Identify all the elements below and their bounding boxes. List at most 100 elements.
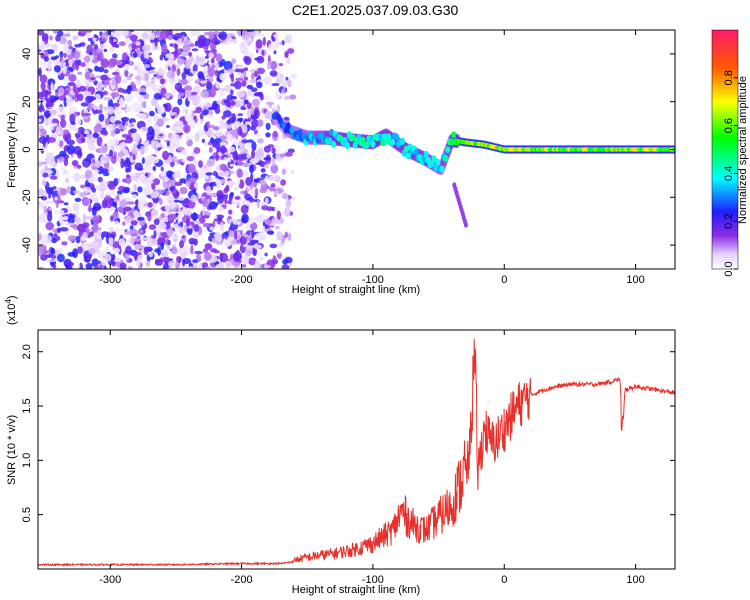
noise-blob: [158, 133, 163, 137]
snr-x-ticks: -300 -200 -100 0 100: [99, 330, 645, 586]
noise-blob: [230, 83, 236, 87]
noise-blob: [62, 65, 67, 75]
noise-blob: [99, 38, 107, 43]
signal-core: [289, 126, 295, 134]
noise-blob: [268, 102, 272, 109]
noise-blob: [212, 220, 216, 228]
noise-blob: [150, 156, 160, 164]
noise-blob: [143, 50, 149, 59]
noise-blob: [205, 172, 213, 176]
noise-blob: [47, 61, 52, 71]
noise-blob: [132, 154, 136, 161]
noise-blob: [115, 256, 122, 262]
noise-blob: [104, 253, 112, 262]
noise-blob: [201, 198, 209, 207]
noise-blob: [129, 34, 138, 42]
x-tick-label: -300: [99, 274, 121, 286]
noise-blob: [103, 97, 112, 101]
noise-blob: [182, 258, 191, 265]
noise-blob: [251, 119, 260, 128]
noise-blob: [75, 235, 81, 244]
noise-blob: [80, 137, 86, 143]
noise-blob: [50, 254, 56, 259]
noise-blob: [143, 64, 151, 69]
noise-blob: [125, 167, 130, 173]
noise-blob: [166, 170, 173, 178]
noise-blob: [217, 206, 224, 212]
noise-blob: [89, 77, 96, 81]
noise-blob: [197, 56, 206, 66]
noise-blob: [247, 88, 253, 97]
noise-blob: [281, 40, 285, 46]
noise-blob: [143, 166, 153, 173]
noise-blob: [65, 30, 71, 34]
noise-blob: [231, 58, 237, 64]
noise-blob: [93, 169, 100, 173]
noise-blob: [276, 231, 283, 241]
noise-blob: [243, 200, 251, 205]
noise-blob: [184, 108, 189, 115]
noise-blob: [179, 221, 184, 228]
noise-blob: [174, 32, 183, 39]
noise-blob: [49, 44, 58, 48]
noise-blob: [180, 50, 188, 57]
signal-core: [327, 137, 333, 145]
noise-blob: [54, 209, 59, 215]
noise-blob: [52, 30, 59, 35]
noise-blob: [130, 172, 137, 182]
noise-blob: [55, 92, 59, 97]
noise-blob: [243, 99, 249, 105]
noise-blob: [161, 43, 168, 54]
noise-blob: [180, 78, 188, 86]
noise-blob: [236, 168, 243, 178]
noise-blob: [58, 209, 65, 215]
noise-blob: [50, 95, 57, 103]
noise-blob: [48, 207, 53, 211]
y-tick-label: 1.0: [21, 453, 33, 468]
noise-blob: [143, 185, 153, 196]
noise-blob: [215, 53, 223, 63]
noise-blob: [111, 76, 116, 87]
noise-blob: [39, 128, 47, 137]
noise-blob: [264, 111, 273, 120]
noise-blob: [93, 124, 103, 133]
noise-blob: [77, 246, 83, 254]
noise-blob: [236, 239, 240, 244]
noise-blob: [170, 178, 177, 188]
noise-blob: [48, 259, 57, 263]
noise-blob: [61, 58, 65, 65]
noise-blob: [38, 136, 48, 144]
noise-blob: [54, 196, 58, 201]
signal-core: [413, 148, 419, 156]
noise-blob: [233, 186, 240, 191]
noise-blob: [179, 178, 187, 184]
noise-blob: [249, 164, 254, 174]
noise-blob: [51, 238, 57, 244]
noise-blob: [94, 65, 99, 72]
noise-blob: [230, 191, 235, 197]
noise-blob: [257, 119, 264, 127]
snr-x-axis-label: Height of straight line (km): [292, 584, 420, 596]
noise-blob: [227, 235, 235, 241]
noise-blob: [73, 190, 80, 194]
noise-blob: [100, 74, 109, 81]
y-tick-label: 0: [21, 146, 33, 152]
noise-blob: [75, 60, 80, 71]
noise-blob: [264, 252, 268, 257]
noise-blob: [168, 260, 177, 267]
noise-blob: [70, 121, 76, 126]
noise-blob: [220, 145, 226, 154]
noise-blob: [204, 55, 209, 60]
noise-blob: [66, 186, 72, 194]
noise-blob: [167, 156, 172, 163]
noise-blob: [38, 30, 45, 36]
snr-background: [38, 330, 675, 569]
noise-blob: [244, 193, 253, 201]
noise-blob: [211, 64, 216, 69]
noise-blob: [265, 132, 271, 138]
noise-blob: [257, 138, 264, 144]
noise-blob: [223, 60, 233, 71]
noise-blob: [129, 225, 134, 230]
noise-blob: [177, 196, 186, 201]
